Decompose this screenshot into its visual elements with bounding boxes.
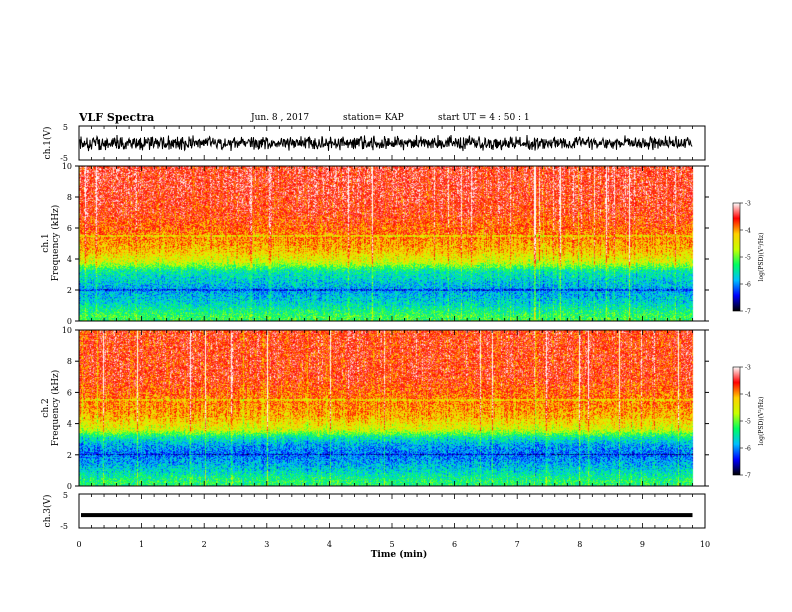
ytick-label: 8 xyxy=(67,357,72,366)
colorbar-tick-label: -4 xyxy=(745,392,751,399)
ytick-label: 0 xyxy=(67,317,72,326)
colorbar-tick-label: -5 xyxy=(745,255,751,262)
xtick-label: 1 xyxy=(139,540,144,549)
xtick-label: 10 xyxy=(700,540,710,549)
ch2-colorbar: -3 -4 -5 -6 -7 log(PSD)(V²/Hz) xyxy=(732,365,765,480)
xtick-label: 5 xyxy=(389,540,394,549)
ch3-waveform-panel: 5 -5 ch.3(V) xyxy=(42,491,706,531)
ytick-label: 6 xyxy=(67,388,72,397)
ytick-label: 2 xyxy=(67,451,72,460)
xtick-label: 4 xyxy=(327,540,332,549)
figure-title: VLF Spectra xyxy=(79,111,155,124)
ch1-ytick-top: 5 xyxy=(63,123,68,132)
ch3-waveform-line xyxy=(81,513,693,518)
ch1-spec-ylabel-channel: ch.1 xyxy=(41,233,51,252)
ch1-colorbar: -3 -4 -5 -6 -7 log(PSD)(V²/Hz) xyxy=(732,201,765,316)
ch2-colorbar-label: log(PSD)(V²/Hz) xyxy=(758,397,765,446)
ytick-label: 6 xyxy=(67,224,72,233)
start-ut-label: start UT = 4 : 50 : 1 xyxy=(438,113,530,123)
ch2-spec-ylabel-channel: ch.2 xyxy=(41,398,51,417)
xtick-label: 0 xyxy=(76,540,81,549)
colorbar-tick-label: -6 xyxy=(745,282,751,289)
ytick-label: 4 xyxy=(67,255,72,264)
ytick-label: 10 xyxy=(62,326,72,335)
ch1-waveform-panel: 5 -5 ch.1(V) xyxy=(42,123,706,163)
ch1-ylabel: ch.1(V) xyxy=(42,127,53,160)
ytick-label: 0 xyxy=(67,482,72,491)
ch2-spectrogram-panel: 0 2 4 6 8 10 ch.2 Frequency (kHz) xyxy=(41,326,709,491)
colorbar-tick-label: -6 xyxy=(745,446,751,453)
xaxis-label: Time (min) xyxy=(371,549,428,560)
ch1-spec-ylabel-freq: Frequency (kHz) xyxy=(50,205,61,282)
ch3-ylabel: ch.3(V) xyxy=(42,495,53,528)
ch1-colorbar-label: log(PSD)(V²/Hz) xyxy=(758,233,765,282)
ch2-spec-ylabel-freq: Frequency (kHz) xyxy=(50,370,61,447)
ch1-ytick-bottom: -5 xyxy=(60,154,68,163)
xtick-label: 7 xyxy=(515,540,520,549)
colorbar-tick-label: -3 xyxy=(745,365,751,372)
date-label: Jun. 8 , 2017 xyxy=(251,113,310,123)
colorbar-tick-label: -7 xyxy=(745,473,751,480)
ch1-spectrogram-panel: 0 2 4 6 8 10 ch.1 Frequency (kHz) xyxy=(41,162,709,326)
colorbar-tick-label: -3 xyxy=(745,201,751,208)
ytick-label: 8 xyxy=(67,193,72,202)
ytick-label: 2 xyxy=(67,286,72,295)
ch2-spectrogram-image xyxy=(79,330,705,486)
ch1-waveform-line xyxy=(79,134,693,152)
colorbar-tick-label: -7 xyxy=(745,309,751,316)
xtick-label: 3 xyxy=(264,540,269,549)
xtick-label: 2 xyxy=(202,540,207,549)
xtick-label: 8 xyxy=(577,540,582,549)
ch3-ytick-top: 5 xyxy=(63,491,68,500)
ytick-label: 4 xyxy=(67,420,72,429)
ytick-label: 10 xyxy=(62,162,72,171)
xtick-label: 6 xyxy=(452,540,457,549)
ch3-ytick-bottom: -5 xyxy=(60,522,68,531)
colorbar-tick-label: -5 xyxy=(745,419,751,426)
ch1-spectrogram-image xyxy=(79,166,705,321)
xtick-label: 9 xyxy=(640,540,645,549)
time-axis: 0 1 2 3 4 5 6 7 8 9 10 xyxy=(76,540,710,549)
colorbar-tick-label: -4 xyxy=(745,228,751,235)
station-label: station= KAP xyxy=(343,113,404,123)
